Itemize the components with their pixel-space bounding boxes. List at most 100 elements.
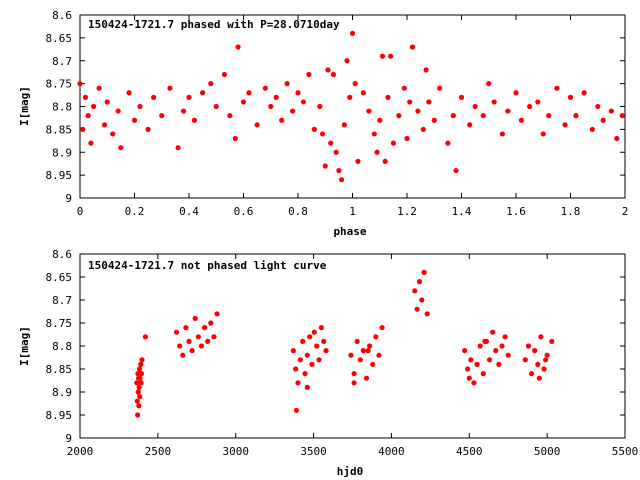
data-point bbox=[82, 94, 89, 100]
data-point bbox=[309, 361, 315, 367]
y-tick-label: 8.85 bbox=[46, 363, 73, 376]
data-point bbox=[91, 103, 97, 110]
data-point bbox=[136, 403, 142, 409]
data-point bbox=[453, 167, 459, 174]
data-point bbox=[304, 352, 310, 358]
x-tick-label: 1.8 bbox=[561, 205, 581, 218]
data-point bbox=[536, 375, 542, 381]
data-point bbox=[339, 177, 345, 183]
x-tick-label: 0 bbox=[77, 205, 84, 218]
data-point bbox=[138, 361, 144, 367]
plot-frame bbox=[79, 253, 626, 439]
data-point bbox=[177, 343, 183, 349]
data-point bbox=[142, 334, 148, 340]
data-point bbox=[619, 113, 625, 119]
data-point bbox=[295, 90, 301, 96]
data-point bbox=[341, 122, 347, 128]
y-tick-label: 8.95 bbox=[46, 409, 73, 422]
data-point bbox=[527, 103, 533, 110]
x-tick-label: 4500 bbox=[456, 445, 483, 458]
x-tick-label: 0.6 bbox=[234, 205, 254, 218]
data-point bbox=[562, 122, 568, 128]
data-point bbox=[191, 117, 198, 123]
data-point bbox=[407, 99, 413, 105]
data-point bbox=[379, 325, 385, 331]
data-point bbox=[322, 163, 328, 169]
data-point bbox=[535, 361, 541, 367]
data-point bbox=[293, 407, 300, 413]
data-point bbox=[462, 348, 468, 354]
x-tick-label: 1.4 bbox=[452, 205, 472, 218]
data-point bbox=[423, 67, 429, 73]
data-point bbox=[290, 348, 296, 354]
data-point bbox=[240, 99, 247, 105]
data-point bbox=[126, 90, 132, 96]
data-point bbox=[377, 117, 383, 123]
data-point bbox=[404, 135, 410, 142]
data-point bbox=[211, 334, 217, 340]
data-point bbox=[235, 44, 241, 50]
chart-title: 150424-1721.7 phased with P=28.0710day bbox=[88, 18, 340, 31]
plot-frame bbox=[79, 14, 626, 199]
data-point bbox=[336, 167, 342, 174]
x-tick-label: 4000 bbox=[378, 445, 405, 458]
data-point bbox=[420, 126, 426, 132]
data-point bbox=[518, 117, 525, 123]
data-point bbox=[135, 412, 141, 418]
data-point bbox=[477, 343, 483, 349]
y-ticks: 8.6 8.65 8.7 8.75 8.8 8.85 8.9 8.95 9 bbox=[46, 248, 625, 445]
data-point bbox=[221, 71, 228, 78]
data-point bbox=[360, 90, 366, 96]
data-point bbox=[414, 306, 420, 312]
data-point bbox=[351, 380, 357, 386]
data-point bbox=[505, 108, 511, 114]
data-point bbox=[180, 108, 187, 114]
data-point bbox=[567, 94, 574, 100]
data-point bbox=[273, 94, 279, 100]
data-point bbox=[213, 103, 219, 110]
data-point bbox=[77, 81, 83, 87]
data-point bbox=[317, 103, 323, 110]
data-point bbox=[328, 140, 334, 146]
y-tick-label: 8.6 bbox=[52, 9, 72, 22]
data-point bbox=[480, 113, 486, 119]
data-point bbox=[293, 366, 299, 372]
data-point bbox=[382, 158, 388, 164]
data-point bbox=[595, 103, 601, 110]
data-point bbox=[421, 269, 427, 275]
y-tick-label: 8.8 bbox=[52, 340, 72, 353]
data-point bbox=[486, 81, 492, 87]
data-point bbox=[344, 58, 350, 64]
data-point bbox=[306, 71, 312, 78]
y-tick-label: 8.8 bbox=[52, 101, 72, 114]
data-point bbox=[195, 334, 201, 340]
data-point bbox=[304, 384, 310, 390]
data-point bbox=[437, 85, 443, 91]
data-point bbox=[541, 366, 547, 372]
data-point bbox=[150, 94, 157, 100]
data-point bbox=[268, 103, 274, 110]
data-point bbox=[246, 90, 252, 96]
x-tick-label: 1 bbox=[349, 205, 356, 218]
data-point bbox=[314, 343, 320, 349]
y-tick-label: 8.95 bbox=[46, 169, 73, 182]
data-point bbox=[80, 126, 86, 132]
data-point bbox=[134, 398, 140, 404]
data-point bbox=[284, 81, 290, 87]
data-point bbox=[118, 145, 124, 151]
data-point bbox=[311, 329, 317, 335]
y-tick-label: 8.75 bbox=[46, 78, 73, 91]
data-point bbox=[491, 99, 497, 105]
data-point bbox=[355, 158, 361, 164]
data-point bbox=[535, 99, 541, 105]
data-point bbox=[137, 394, 143, 400]
x-tick-label: 0.2 bbox=[125, 205, 145, 218]
data-point bbox=[468, 357, 474, 363]
data-point bbox=[573, 113, 579, 119]
data-point bbox=[465, 366, 471, 372]
data-point bbox=[232, 135, 238, 142]
data-point bbox=[354, 338, 360, 344]
data-point bbox=[365, 348, 371, 354]
x-axis-label: phase bbox=[333, 225, 366, 238]
data-point bbox=[370, 361, 376, 367]
